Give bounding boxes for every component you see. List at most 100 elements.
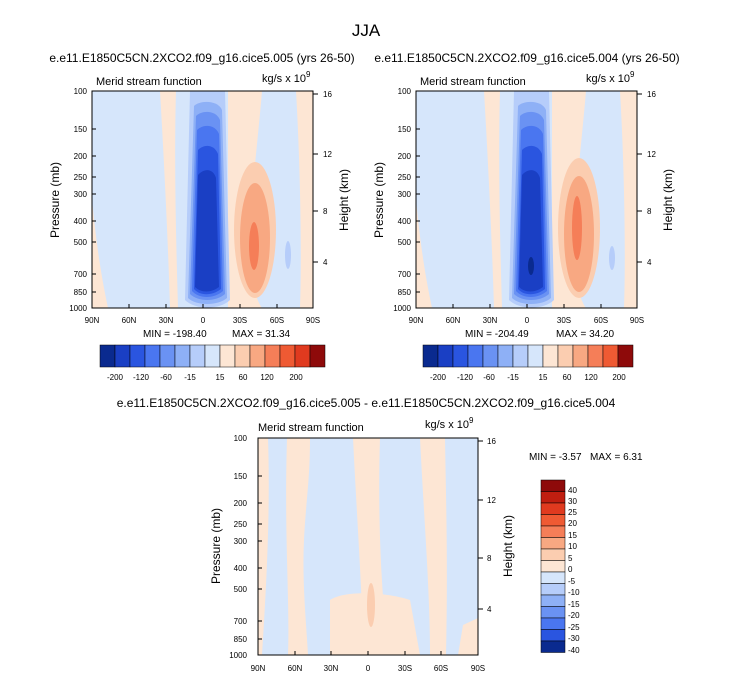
svg-text:60N: 60N <box>446 316 461 325</box>
panel-right-colorbar-cell <box>482 344 499 368</box>
panel-left-negative-cell-6 <box>195 170 219 292</box>
panel-left-colorbar-label: 120 <box>260 373 274 382</box>
svg-text:60S: 60S <box>270 316 284 325</box>
svg-text:250: 250 <box>234 520 248 529</box>
panel-left-positive-cell-3 <box>249 222 259 270</box>
panel-right-colorbar-label: -200 <box>430 373 447 382</box>
panel-difference-max-text: MAX = 6.31 <box>590 452 643 463</box>
panel-left-ytick-100: 100 <box>74 87 96 96</box>
panel-left-positive-band-north <box>160 91 178 308</box>
panel-right-xtick-0: 0 <box>525 304 530 325</box>
svg-text:90N: 90N <box>85 316 100 325</box>
svg-text:90S: 90S <box>630 316 644 325</box>
panel-left-xtick-0: 0 <box>201 304 206 325</box>
panel-difference-colorbar-cell <box>540 491 566 504</box>
panel-left-colorbar-cell <box>174 344 191 368</box>
svg-text:8: 8 <box>323 207 328 216</box>
panel-difference-xtick-90n: 90N <box>251 651 266 673</box>
panel-difference-colorbar-cell <box>540 606 566 619</box>
svg-text:250: 250 <box>398 173 412 182</box>
panel-left-colorbar-label: 60 <box>239 373 248 382</box>
panel-left-field <box>92 91 313 308</box>
panel-difference-field-label: Merid stream function <box>258 422 364 434</box>
panel-difference-colorbar-label: 10 <box>568 542 577 551</box>
panel-left-ytick-300: 300 <box>74 190 96 199</box>
panel-difference-positive-band-3 <box>330 593 420 655</box>
panel-left-xtick-60s: 60S <box>270 304 284 325</box>
panel-difference-field <box>258 438 478 655</box>
panel-difference-colorbar-cell <box>540 560 566 573</box>
svg-text:100: 100 <box>398 87 412 96</box>
panel-difference-positive-band-1 <box>258 438 269 655</box>
svg-text:1000: 1000 <box>393 304 411 313</box>
panel-difference-colorbar-label: -20 <box>568 611 580 620</box>
panel-left-x-axis: 90N 60N 30N 0 30S 60S 90S <box>85 304 320 325</box>
svg-text:500: 500 <box>74 238 88 247</box>
panel-difference: e.e11.E1850C5CN.2XCO2.f09_g16.cice5.005 … <box>117 396 643 673</box>
panel-left-ytick-1000: 1000 <box>69 304 96 313</box>
panel-right-colorbar-cell <box>452 344 469 368</box>
panel-difference-min-text: MIN = -3.57 <box>529 452 582 463</box>
panel-left-colorbar-cell <box>129 344 146 368</box>
panel-left-colorbar-label: -15 <box>184 373 196 382</box>
panel-right-y-axis: 100 150 200 250 300 400 500 700 850 1000 <box>393 87 420 313</box>
panel-right-units: kg/s x 109 <box>586 70 635 85</box>
panel-left-ytick-200: 200 <box>74 152 96 161</box>
svg-text:90N: 90N <box>251 664 266 673</box>
panel-difference-y-axis: 100 150 200 250 300 400 500 700 850 1000 <box>229 434 262 660</box>
panel-right-positive-band-north <box>484 91 502 308</box>
svg-text:300: 300 <box>74 190 88 199</box>
panel-left-field-label: Merid stream function <box>96 76 202 88</box>
panel-difference-ytick-300: 300 <box>234 537 262 546</box>
panel-right-small-negative <box>609 246 615 270</box>
panel-left-xtick-90s: 90S <box>306 304 320 325</box>
svg-text:850: 850 <box>234 635 248 644</box>
svg-text:8: 8 <box>647 207 652 216</box>
panel-difference-ytick-700: 700 <box>234 617 262 626</box>
panel-right-ylabel-right: Height (km) <box>661 169 675 231</box>
panel-difference-colorbar-cell <box>540 640 566 653</box>
panel-difference-htick-12: 12 <box>478 496 496 505</box>
panel-left-colorbar-cell <box>309 344 326 368</box>
panel-left-units: kg/s x 109 <box>262 70 311 85</box>
panel-difference-title: e.e11.E1850C5CN.2XCO2.f09_g16.cice5.005 … <box>117 396 616 410</box>
panel-right-htick-12: 12 <box>637 150 656 159</box>
svg-text:0: 0 <box>366 664 371 673</box>
panel-left-colorbar-label: -200 <box>107 373 124 382</box>
panel-left-ytick-700: 700 <box>74 270 96 279</box>
panel-left-xtick-30s: 30S <box>233 304 247 325</box>
panel-left-htick-12: 12 <box>313 150 332 159</box>
svg-text:4: 4 <box>487 605 492 614</box>
svg-text:4: 4 <box>323 258 328 267</box>
panel-left-colorbar-cell <box>99 344 116 368</box>
panel-left-colorbar-cell <box>204 344 221 368</box>
panel-right-ytick-150: 150 <box>398 125 420 134</box>
panel-difference-ytick-150: 150 <box>234 472 262 481</box>
svg-text:4: 4 <box>647 258 652 267</box>
panel-difference-positive-band-6 <box>458 618 478 655</box>
panel-left-colorbar-cell <box>279 344 296 368</box>
panel-left-small-negative <box>285 241 291 269</box>
panel-difference-xtick-30s: 30S <box>398 651 412 673</box>
panel-difference-htick-4: 4 <box>478 605 492 614</box>
panel-right-xtick-90n: 90N <box>409 304 424 325</box>
panel-right-ytick-850: 850 <box>398 288 420 297</box>
panel-difference-xtick-0: 0 <box>366 651 371 673</box>
svg-text:500: 500 <box>398 238 412 247</box>
panel-left-ytick-150: 150 <box>74 125 96 134</box>
panel-difference-colorbar-label: -5 <box>568 577 576 586</box>
panel-right-colorbar-cell <box>602 344 619 368</box>
panel-right-x-axis: 90N 60N 30N 0 30S 60S 90S <box>409 304 644 325</box>
panel-difference-xtick-60n: 60N <box>288 651 303 673</box>
svg-text:700: 700 <box>234 617 248 626</box>
panel-difference-ytick-100: 100 <box>234 434 262 443</box>
panel-right-min-text: MIN = -204.49 <box>465 329 529 340</box>
panel-difference-htick-16: 16 <box>478 437 496 446</box>
panel-difference-colorbar-cell <box>540 502 566 515</box>
panel-left-ytick-400: 400 <box>74 217 96 226</box>
panel-left-ytick-250: 250 <box>74 173 96 182</box>
panel-left-colorbar-label: -60 <box>160 373 172 382</box>
svg-text:100: 100 <box>234 434 248 443</box>
svg-text:700: 700 <box>398 270 412 279</box>
svg-text:200: 200 <box>74 152 88 161</box>
